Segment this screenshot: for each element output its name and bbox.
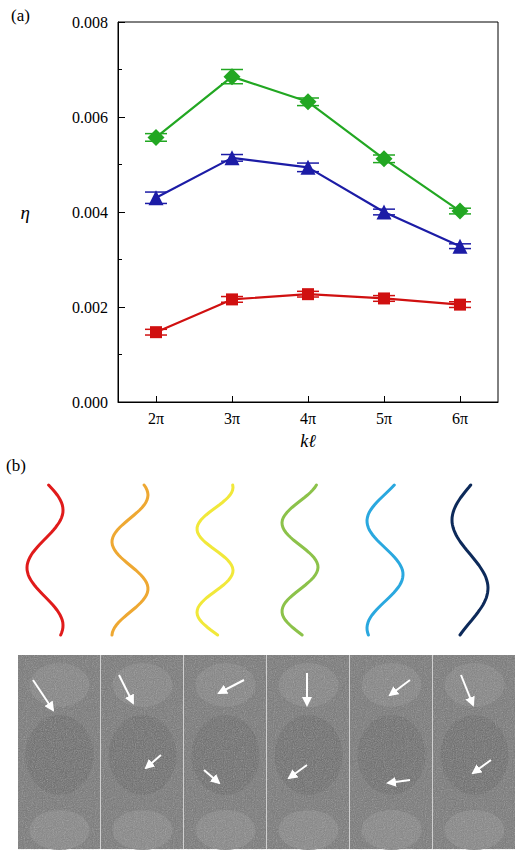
svg-text:6π: 6π bbox=[452, 410, 468, 427]
svg-text:η: η bbox=[21, 202, 30, 223]
svg-text:5π: 5π bbox=[376, 410, 392, 427]
svg-text:0.004: 0.004 bbox=[72, 204, 108, 221]
svg-text:0.002: 0.002 bbox=[72, 299, 108, 316]
svg-text:0.006: 0.006 bbox=[72, 109, 108, 126]
svg-text:0.008: 0.008 bbox=[72, 14, 108, 31]
svg-text:0.000: 0.000 bbox=[72, 394, 108, 411]
svg-text:3π: 3π bbox=[224, 410, 240, 427]
svg-text:(b): (b) bbox=[6, 456, 26, 475]
svg-text:4π: 4π bbox=[300, 410, 316, 427]
svg-text:2π: 2π bbox=[148, 410, 164, 427]
svg-text:(a): (a) bbox=[11, 6, 30, 25]
svg-text:kℓ: kℓ bbox=[300, 431, 316, 451]
